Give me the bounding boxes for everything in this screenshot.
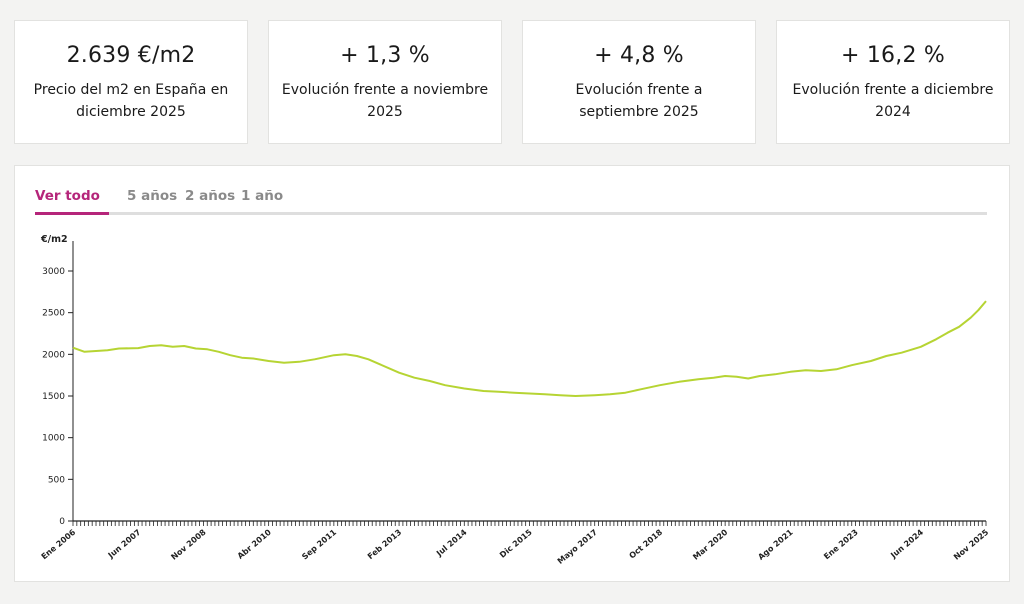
kpi-card-price: 2.639 €/m2 Precio del m2 en España en di… — [14, 20, 248, 144]
chart-panel: Ver todo 5 años 2 años 1 año €/m2 0 500 100… — [14, 165, 1010, 582]
y-tick-label: 2000 — [42, 350, 65, 360]
x-tick-label: Abr 2010 — [236, 527, 273, 560]
kpi-value: + 4,8 % — [594, 43, 684, 68]
x-tick-label: Jun 2024 — [888, 527, 925, 560]
tab-1-ano[interactable]: 1 año — [241, 188, 284, 204]
range-tabs: Ver todo 5 años 2 años 1 año — [35, 186, 987, 215]
y-tick-label: 500 — [48, 475, 65, 485]
tab-5-anos[interactable]: 5 años — [127, 188, 178, 204]
y-tick-label: 3000 — [42, 267, 65, 277]
y-tick-label: 1000 — [42, 434, 65, 444]
tab-ver-todo[interactable]: Ver todo — [35, 188, 100, 204]
x-tick-label: Nov 2025 — [952, 527, 991, 561]
kpi-cards: 2.639 €/m2 Precio del m2 en España en di… — [14, 20, 1010, 144]
kpi-label: Precio del m2 en España en diciembre 202… — [33, 82, 229, 120]
kpi-value: 2.639 €/m2 — [66, 43, 196, 68]
tab-2-anos[interactable]: 2 años — [185, 188, 236, 204]
kpi-label: Evolución frente a noviembre 2025 — [281, 82, 489, 120]
kpi-label: Evolución frente a septiembre 2025 — [575, 82, 703, 120]
active-tab-indicator — [35, 212, 109, 215]
kpi-value: + 16,2 % — [841, 43, 945, 68]
y-tick-label: 0 — [59, 517, 65, 527]
x-tick-label: Mayo 2017 — [556, 528, 599, 566]
x-tick-label: Feb 2013 — [366, 528, 403, 561]
x-tick-label: Jun 2007 — [106, 528, 143, 561]
x-tick-label: Sep 2011 — [300, 527, 338, 561]
price-line-chart: €/m2 0 500 1000 1500 2000 2500 3000 Ene 2006 Jun … — [40, 234, 991, 566]
x-tick-label: Nov 2008 — [169, 527, 208, 561]
price-series-line — [72, 300, 987, 397]
x-tick-label: Ene 2006 — [40, 527, 78, 561]
x-tick-label: Dic 2015 — [498, 527, 534, 559]
kpi-card-yearly-change: + 16,2 % Evolución frente a diciembre 20… — [776, 20, 1010, 144]
y-tick-label: 2500 — [42, 309, 65, 319]
x-tick-label: Mar 2020 — [691, 527, 730, 561]
y-axis-label: €/m2 — [40, 234, 68, 245]
kpi-card-monthly-change: + 1,3 % Evolución frente a noviembre 202… — [268, 20, 502, 144]
kpi-label: Evolución frente a diciembre 2024 — [792, 82, 994, 120]
kpi-value: + 1,3 % — [340, 43, 430, 68]
x-tick-label: Ago 2021 — [756, 527, 795, 561]
kpi-card-quarterly-change: + 4,8 % Evolución frente a septiembre 20… — [522, 20, 756, 144]
x-tick-label: Ene 2023 — [822, 528, 860, 562]
x-tick-label: Oct 2018 — [627, 527, 664, 560]
x-tick-label: Jul 2014 — [434, 527, 469, 558]
y-tick-label: 1500 — [42, 392, 65, 402]
